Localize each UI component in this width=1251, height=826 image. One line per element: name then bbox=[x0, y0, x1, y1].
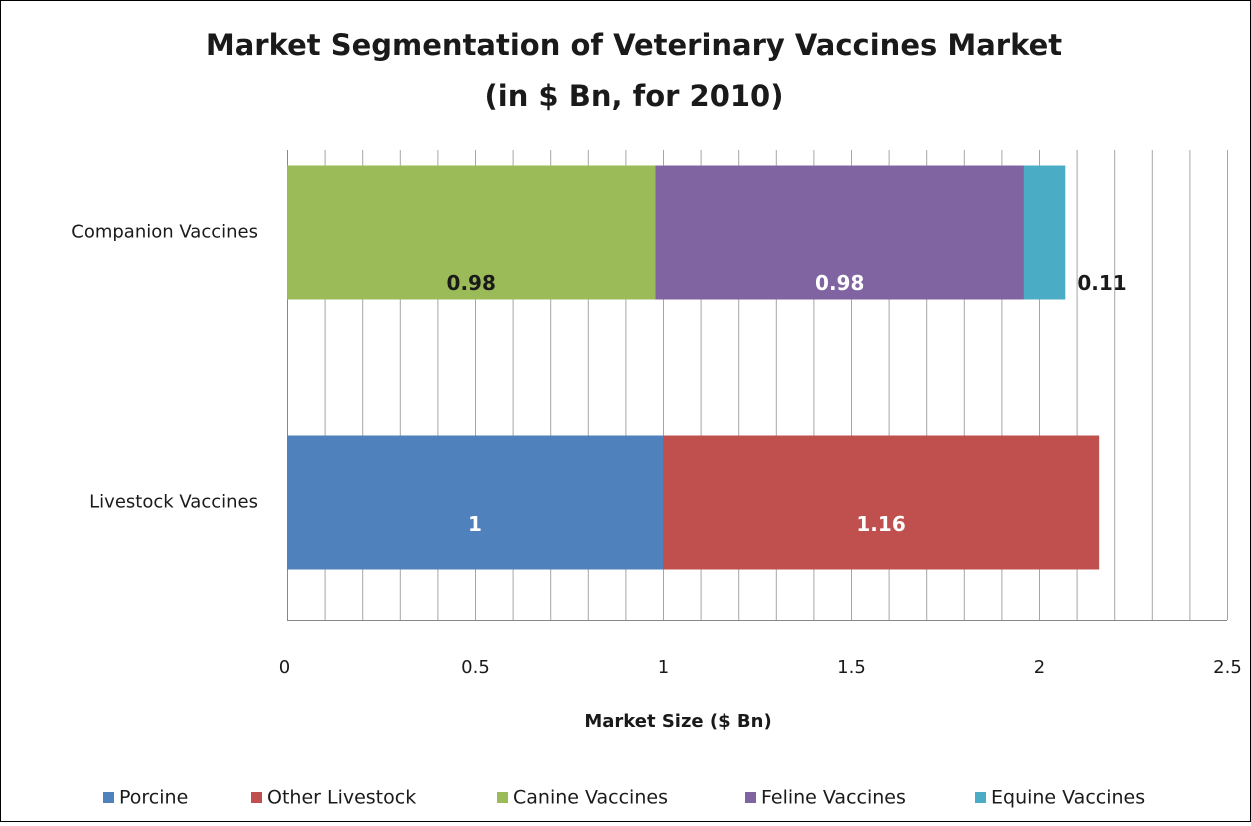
legend-swatch bbox=[497, 792, 508, 803]
legend-label: Feline Vaccines bbox=[761, 787, 906, 809]
x-tick-label: 2.5 bbox=[1213, 657, 1242, 678]
x-axis-title: Market Size ($ Bn) bbox=[584, 711, 771, 732]
data-label: 0.98 bbox=[815, 271, 864, 295]
data-label: 1.16 bbox=[856, 512, 905, 536]
x-tick-label: 0.5 bbox=[461, 657, 490, 678]
bar-segment bbox=[663, 435, 1100, 570]
bar-segment bbox=[287, 165, 656, 300]
chart-subtitle: (in $ Bn, for 2010) bbox=[485, 79, 784, 113]
y-tick-label: Companion Vaccines bbox=[71, 222, 258, 243]
y-tick-label: Livestock Vaccines bbox=[89, 492, 258, 513]
data-label: 0.98 bbox=[447, 271, 496, 295]
data-label: 1 bbox=[468, 512, 482, 536]
legend-swatch bbox=[251, 792, 262, 803]
bar-segment bbox=[655, 165, 1024, 300]
legend-swatch bbox=[103, 792, 114, 803]
x-tick-label: 1.5 bbox=[837, 657, 866, 678]
legend-label: Porcine bbox=[119, 787, 188, 809]
legend-swatch bbox=[745, 792, 756, 803]
x-tick-label: 0 bbox=[279, 657, 290, 678]
x-tick-label: 2 bbox=[1034, 657, 1045, 678]
legend-label: Other Livestock bbox=[267, 787, 416, 809]
chart-title: Market Segmentation of Veterinary Vaccin… bbox=[206, 28, 1062, 62]
data-label: 0.11 bbox=[1077, 271, 1126, 295]
legend-swatch bbox=[975, 792, 986, 803]
bar-segment bbox=[287, 435, 663, 570]
legend-label: Equine Vaccines bbox=[991, 787, 1145, 809]
x-tick-label: 1 bbox=[658, 657, 669, 678]
bar-segment bbox=[1023, 165, 1066, 300]
legend-label: Canine Vaccines bbox=[513, 787, 668, 809]
